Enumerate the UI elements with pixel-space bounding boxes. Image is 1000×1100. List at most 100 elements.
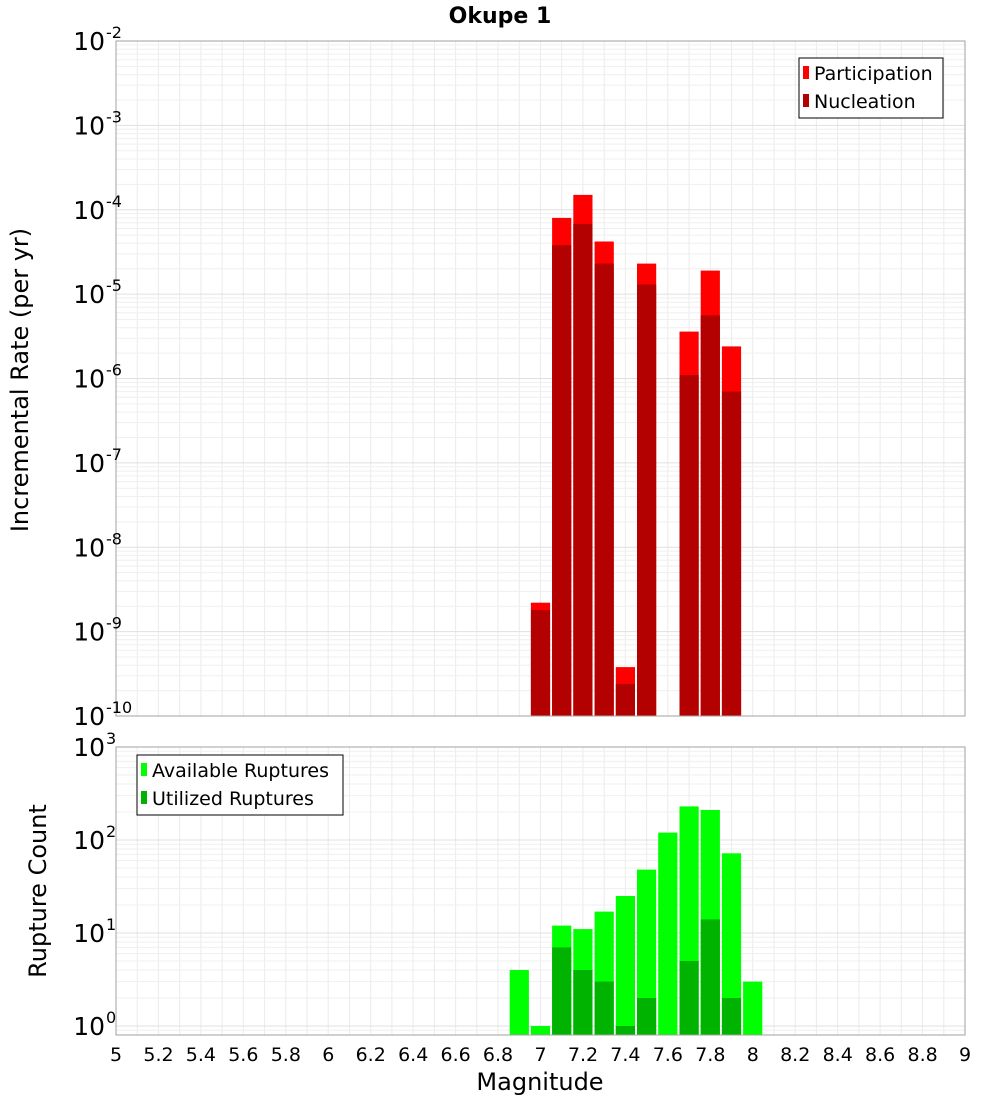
bar-available-ruptures (658, 832, 678, 1035)
y-tick-exponent: -5 (106, 276, 122, 295)
legend-swatch (803, 94, 809, 107)
y-tick-exponent: -6 (106, 361, 122, 380)
legend-entry: Nucleation (814, 91, 916, 113)
y-tick-base: 10 (73, 702, 105, 731)
bar-nucleation (637, 284, 657, 716)
bottom-panel-bars (509, 806, 763, 1035)
legend-box (136, 754, 344, 816)
y-tick-label: 10 3 (73, 729, 116, 762)
x-tick-label: 8.6 (865, 1044, 895, 1066)
x-tick-label: 8.2 (780, 1044, 810, 1066)
x-tick-label: 5 (110, 1044, 122, 1066)
bottom-panel-y-axis-label: Rupture Count (24, 804, 52, 978)
x-tick-label: 8.8 (907, 1044, 937, 1066)
bar-utilized-ruptures (573, 970, 593, 1035)
bar-nucleation (552, 245, 572, 716)
top-panel-y-axis-label: Incremental Rate (per yr) (6, 228, 34, 532)
legend-swatch (803, 66, 809, 79)
bar-utilized-ruptures (594, 981, 614, 1035)
y-tick-base: 10 (73, 449, 105, 478)
bar-available-ruptures (743, 981, 763, 1035)
y-tick-label: 10 -5 (73, 276, 122, 309)
bar-utilized-ruptures (552, 947, 572, 1035)
y-tick-label: 10 -6 (73, 361, 122, 394)
y-tick-exponent: -2 (106, 23, 122, 42)
y-tick-base: 10 (73, 618, 105, 647)
y-tick-base: 10 (73, 826, 105, 855)
bar-available-ruptures (721, 853, 742, 1035)
x-tick-label: 6.2 (356, 1044, 386, 1066)
y-tick-label: 10 -3 (73, 107, 122, 140)
x-tick-label: 8 (747, 1044, 759, 1066)
y-tick-exponent: -8 (106, 529, 122, 548)
x-tick-label: 6 (322, 1044, 334, 1066)
y-tick-base: 10 (73, 919, 105, 948)
y-tick-exponent: -4 (106, 192, 122, 211)
y-tick-exponent: -7 (106, 445, 122, 464)
bar-nucleation (721, 391, 742, 716)
y-tick-exponent: 0 (106, 1008, 116, 1027)
y-tick-label: 10 1 (73, 915, 116, 948)
bar-nucleation (594, 263, 614, 716)
y-tick-label: 10 0 (73, 1008, 116, 1041)
bar-available-ruptures (615, 896, 635, 1035)
bar-utilized-ruptures (637, 998, 657, 1035)
bar-nucleation (679, 375, 699, 716)
bar-nucleation (530, 610, 551, 716)
top-panel-legend: Participation Nucleation (798, 57, 944, 119)
x-tick-label: 7 (534, 1044, 546, 1066)
y-tick-base: 10 (73, 27, 105, 56)
bar-utilized-ruptures (700, 919, 720, 1035)
y-tick-base: 10 (73, 733, 105, 762)
y-tick-label: 10 -10 (73, 698, 132, 731)
bottom-panel-legend: Available Ruptures Utilized Ruptures (136, 754, 344, 816)
bar-nucleation (700, 315, 720, 716)
legend-box (798, 57, 944, 119)
x-tick-label: 8.4 (823, 1044, 853, 1066)
x-axis-label: Magnitude (476, 1068, 603, 1096)
y-tick-base: 10 (73, 533, 105, 562)
y-tick-base: 10 (73, 280, 105, 309)
bar-nucleation (615, 683, 635, 716)
bar-utilized-ruptures (721, 998, 742, 1035)
x-tick-label: 6.4 (398, 1044, 428, 1066)
bar-available-ruptures (637, 869, 657, 1035)
x-tick-label: 7.8 (695, 1044, 725, 1066)
bar-available-ruptures (509, 970, 529, 1035)
y-tick-label: 10 -2 (73, 23, 122, 56)
y-tick-label: 10 -8 (73, 529, 122, 562)
y-tick-exponent: -10 (106, 698, 132, 717)
top-panel-frame (115, 40, 966, 717)
x-tick-label: 5.4 (186, 1044, 216, 1066)
bar-utilized-ruptures (679, 961, 699, 1035)
y-tick-label: 10 2 (73, 822, 116, 855)
y-tick-base: 10 (73, 1012, 105, 1041)
x-tick-label: 6.8 (483, 1044, 513, 1066)
y-tick-label: 10 -9 (73, 614, 122, 647)
x-tick-label: 6.6 (440, 1044, 470, 1066)
y-tick-exponent: -3 (106, 107, 122, 126)
y-tick-exponent: 2 (106, 822, 116, 841)
chart-title: Okupe 1 (449, 4, 552, 29)
x-tick-label: 7.2 (568, 1044, 598, 1066)
bottom-panel-frame (115, 746, 966, 1036)
x-tick-label: 7.4 (610, 1044, 640, 1066)
legend-swatch (141, 763, 147, 776)
legend-swatch (141, 791, 147, 804)
x-tick-label: 5.6 (228, 1044, 258, 1066)
top-panel-bars (530, 194, 742, 716)
bar-utilized-ruptures (615, 1026, 635, 1035)
y-tick-exponent: 3 (106, 729, 116, 748)
x-tick-label: 9 (959, 1044, 971, 1066)
bar-nucleation (573, 223, 593, 716)
bar-available-ruptures (530, 1026, 551, 1035)
y-tick-base: 10 (73, 196, 105, 225)
x-axis-ticks: 5 5.2 5.4 5.6 5.8 6 6.2 6.4 6.6 6.8 7 7.2 7.4 7.6 7.8 8… (110, 1044, 971, 1066)
y-tick-label: 10 -7 (73, 445, 122, 478)
legend-entry: Available Ruptures (152, 760, 329, 782)
x-tick-label: 5.2 (143, 1044, 173, 1066)
x-tick-label: 5.8 (271, 1044, 301, 1066)
x-tick-label: 7.6 (653, 1044, 683, 1066)
